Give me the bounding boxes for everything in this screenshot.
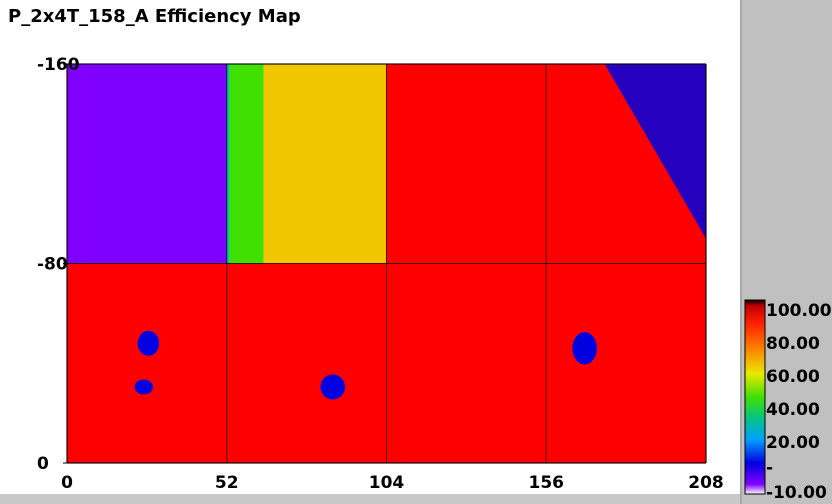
colorbar-label: 80.00 xyxy=(766,334,820,354)
colorbar-label: - xyxy=(766,458,773,478)
colorbar-gradient xyxy=(744,299,766,495)
chip-grid xyxy=(66,63,707,464)
heatmap-region-chip-bottom-1 xyxy=(67,263,227,463)
x-tick-label: 52 xyxy=(215,473,239,493)
heatmap-region-chip-bottom-2 xyxy=(226,263,387,463)
chart-title: P_2x4T_158_A Efficiency Map xyxy=(8,6,301,27)
low-efficiency-spot xyxy=(134,379,154,395)
low-efficiency-spot xyxy=(137,330,160,356)
y-tick-label: -160 xyxy=(37,55,80,75)
heatmap-region-chip-top-3 xyxy=(386,64,547,264)
heatmap-region-chip-top-2-left xyxy=(229,64,264,264)
colorbar: 100.00 80.00 60.00 40.00 20.00 - -10.00 xyxy=(744,299,832,503)
efficiency-map: 0 52 104 156 208 0 -80 -160 xyxy=(37,55,724,493)
low-efficiency-spot xyxy=(572,332,597,365)
colorbar-label: 20.00 xyxy=(766,433,820,453)
x-tick-label: 0 xyxy=(61,473,73,493)
colorbar-label: 60.00 xyxy=(766,367,820,387)
x-axis-ticks: 0 52 104 156 208 xyxy=(61,473,724,493)
y-axis-ticks: 0 -80 -160 xyxy=(37,55,80,474)
colorbar-labels: 100.00 80.00 60.00 40.00 20.00 - -10.00 xyxy=(766,301,832,503)
x-tick-label: 104 xyxy=(369,473,405,493)
x-tick-label: 156 xyxy=(529,473,565,493)
heatmap-region-chip-top-2-edge xyxy=(226,64,230,264)
heatmap-region-chip-bottom-4 xyxy=(546,263,706,463)
y-tick-label: 0 xyxy=(37,454,49,474)
y-tick-label: -80 xyxy=(37,255,68,275)
heatmap-cells xyxy=(67,64,706,463)
heatmap-region-chip-top-2-right xyxy=(263,64,387,264)
low-efficiency-corner xyxy=(604,64,706,239)
bottom-strip xyxy=(0,494,740,504)
colorbar-label: 100.00 xyxy=(766,301,832,321)
heatmap-region-chip-top-1 xyxy=(67,64,227,264)
colorbar-label: -10.00 xyxy=(766,483,827,503)
low-efficiency-spot xyxy=(320,374,346,400)
x-tick-label: 208 xyxy=(688,473,724,493)
colorbar-label: 40.00 xyxy=(766,400,820,420)
heatmap-region-chip-bottom-3 xyxy=(386,263,547,463)
